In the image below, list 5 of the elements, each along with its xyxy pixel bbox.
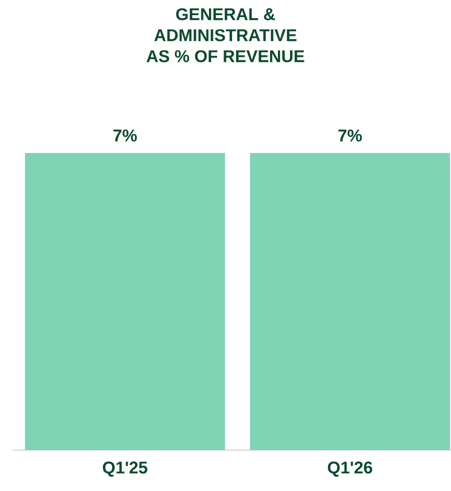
x-tick-label: Q1'26 <box>328 462 372 477</box>
x-tick-label: Q1'25 <box>102 462 148 477</box>
data-label: 7% <box>338 130 362 142</box>
chart-title: GENERAL & ADMINISTRATIVE AS % OF REVENUE <box>146 8 304 62</box>
data-label: 7% <box>113 130 137 142</box>
